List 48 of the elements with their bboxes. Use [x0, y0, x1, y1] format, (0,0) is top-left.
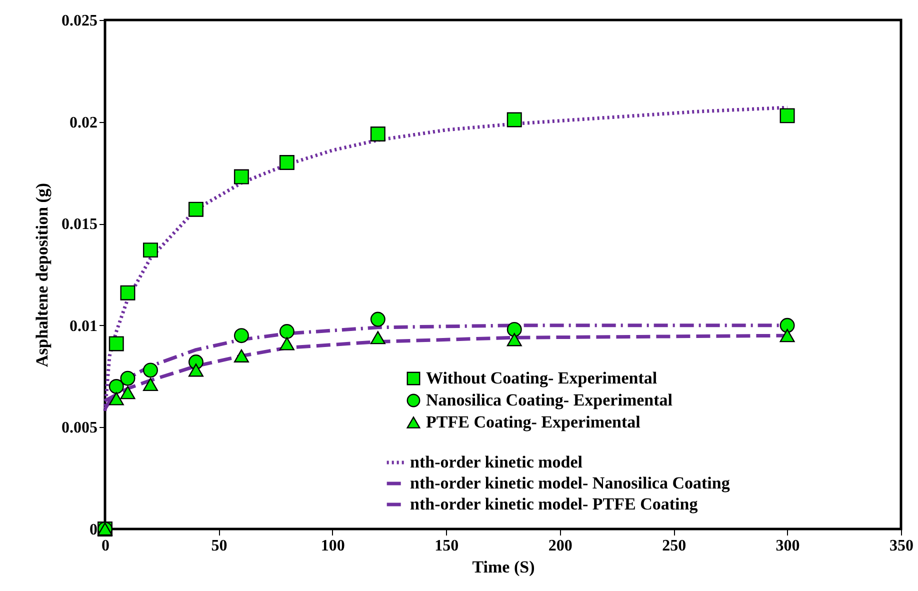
- point: [780, 108, 795, 124]
- x-tick-label: 350: [890, 538, 914, 554]
- point: [370, 126, 386, 142]
- y-tick-label: 0.02: [70, 114, 98, 132]
- legend-label: PTFE Coating- Experimental: [426, 412, 641, 432]
- point: [188, 202, 204, 217]
- point: [506, 112, 522, 128]
- point: [108, 392, 124, 406]
- x-tick-label: 300: [776, 538, 800, 554]
- legend-label: Without Coating- Experimental: [426, 368, 658, 388]
- x-tick-label: 250: [662, 538, 686, 554]
- legend-label: nth-order kinetic model- Nanosilica Coating: [410, 474, 730, 492]
- point: [780, 318, 795, 333]
- point: [279, 324, 294, 339]
- y-tick-label: 0.01: [70, 318, 98, 335]
- y-tick-label: 0.025: [62, 12, 98, 30]
- point: [279, 155, 294, 170]
- point: [234, 328, 249, 344]
- x-axis-title: Time (S): [472, 558, 535, 576]
- y-tick-label: 0: [90, 522, 98, 538]
- point: [108, 336, 124, 352]
- point: [234, 349, 249, 363]
- x-tick-label: 200: [548, 538, 572, 554]
- y-tick-label: 0.005: [62, 420, 98, 437]
- point: [506, 322, 522, 337]
- y-axis-title: Asphaltene deposition (g): [32, 182, 52, 368]
- y-tick-label: 0.015: [62, 216, 98, 234]
- point: [506, 333, 522, 346]
- x-tick-label: 0: [102, 538, 110, 554]
- point: [188, 364, 204, 377]
- point: [142, 362, 158, 378]
- point: [120, 370, 136, 386]
- legend-label: nth-order kinetic model- PTFE Coating: [410, 494, 698, 514]
- point: [142, 242, 158, 258]
- point: [234, 169, 249, 184]
- point: [142, 378, 158, 392]
- legend-label: Nanosilica Coating- Experimental: [426, 390, 673, 410]
- point: [370, 312, 386, 327]
- point: [120, 386, 136, 400]
- point: [279, 337, 294, 350]
- point: [370, 331, 386, 344]
- x-tick-label: 50: [211, 538, 228, 554]
- point: [780, 329, 795, 342]
- legend-label: nth-order kinetic model: [410, 452, 583, 472]
- point: [108, 379, 124, 394]
- point: [120, 285, 136, 300]
- x-tick-label: 150: [434, 538, 459, 554]
- x-tick-label: 100: [320, 538, 345, 554]
